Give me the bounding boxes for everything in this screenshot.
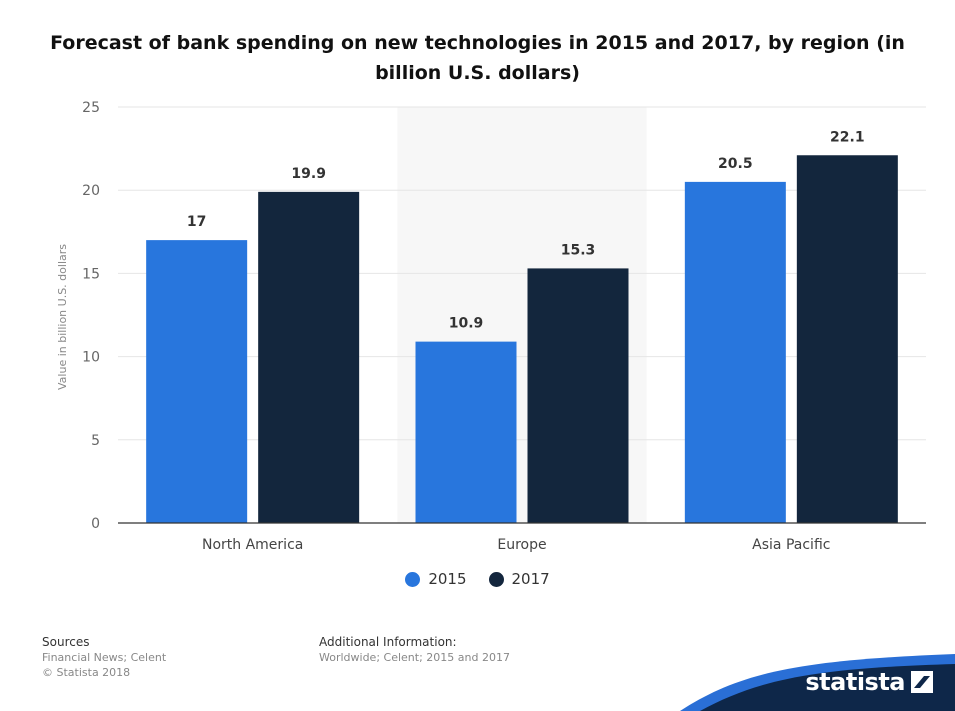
x-tick-label: North America (202, 537, 303, 553)
bar-2017-north-america[interactable] (258, 191, 360, 523)
y-axis-title: Value in billion U.S. dollars (56, 244, 69, 390)
bar-2017-europe[interactable] (527, 268, 629, 523)
gridlines (118, 106, 926, 441)
legend-swatch-2017 (488, 571, 504, 587)
bar-2015-europe[interactable] (415, 341, 517, 523)
legend-swatch-2015 (405, 571, 421, 587)
sources-text: Financial News; Celent (42, 651, 167, 664)
bar-2017-asia-pacific[interactable] (796, 155, 898, 524)
bar-2015-north-america[interactable] (146, 240, 248, 523)
legend: 2015 2017 (0, 570, 955, 588)
y-tick-label: 15 (82, 266, 100, 282)
additional-info-text: Worldwide; Celent; 2015 and 2017 (319, 651, 510, 664)
data-label: 20.5 (718, 156, 753, 172)
legend-item-2015[interactable]: 2015 (405, 570, 467, 588)
legend-item-2017[interactable]: 2017 (488, 570, 550, 588)
x-tick-label: Asia Pacific (752, 537, 830, 553)
y-tick-label: 10 (82, 350, 100, 366)
copyright-text: © Statista 2018 (42, 666, 131, 679)
sources-heading: Sources (42, 635, 90, 649)
data-label: 15.3 (561, 242, 596, 258)
statista-wordmark: statista (805, 668, 905, 696)
y-tick-label: 5 (91, 433, 100, 449)
axes: 0 5 10 15 20 25 Value in billion U.S. dollars N… (56, 100, 926, 553)
data-label: 10.9 (449, 316, 484, 332)
data-label: 22.1 (830, 129, 865, 145)
chart-title: Forecast of bank spending on new technol… (50, 32, 905, 84)
y-tick-label: 0 (91, 516, 100, 532)
statista-logo[interactable]: statista (805, 668, 933, 696)
x-tick-label: Europe (497, 537, 546, 553)
additional-info-block: Additional Information: Worldwide; Celen… (319, 635, 510, 665)
data-labels: 17 19.9 10.9 15.3 20.5 22.1 (187, 129, 865, 331)
additional-info-heading: Additional Information: (319, 635, 457, 649)
sources-block: Sources Financial News; Celent © Statist… (42, 635, 166, 680)
y-tick-label: 20 (82, 183, 100, 199)
legend-label-2017: 2017 (511, 570, 550, 588)
bar-2015-asia-pacific[interactable] (684, 181, 786, 523)
bars (146, 155, 898, 524)
y-tick-label: 25 (82, 100, 100, 116)
data-label: 19.9 (291, 166, 326, 182)
data-label: 17 (187, 214, 206, 230)
statista-logo-icon (911, 671, 933, 693)
legend-label-2015: 2015 (428, 570, 467, 588)
